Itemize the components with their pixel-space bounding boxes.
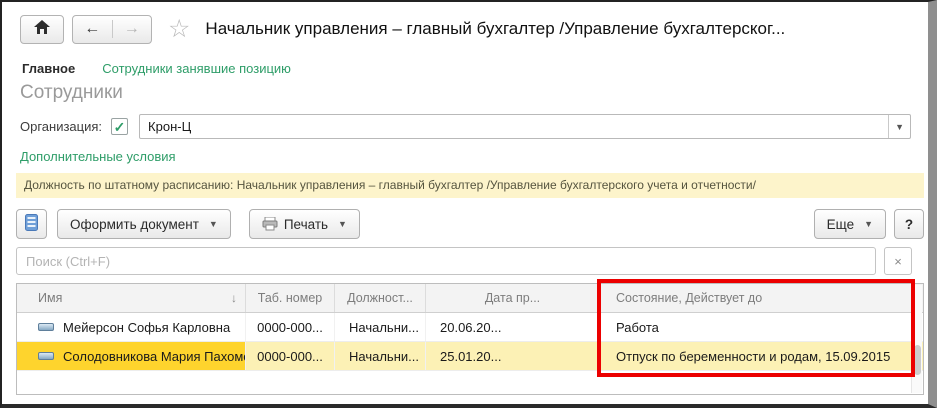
- column-header-name-label: Имя: [38, 291, 63, 305]
- position-value: Начальни...: [349, 319, 419, 335]
- chevron-down-icon: ▼: [208, 219, 218, 229]
- date-value: 25.01.20...: [440, 348, 502, 364]
- tab-number-value: 0000-000...: [257, 319, 323, 335]
- table-row[interactable]: Мейерсон Софья Карловна 0000-000... Нача…: [17, 313, 923, 342]
- home-icon: [34, 19, 50, 39]
- employees-table: Имя ↓ Таб. номер Должност... Дата пр... …: [16, 283, 924, 395]
- cell-date[interactable]: 20.06.20...: [426, 313, 600, 341]
- column-header-tab-label: Таб. номер: [257, 291, 323, 305]
- organization-field: ▼: [139, 114, 912, 139]
- history-nav-group: ← →: [72, 14, 152, 44]
- organization-checkbox[interactable]: ✓: [111, 118, 129, 135]
- list-icon: [25, 214, 38, 234]
- window-toolbar: ← → ☆ Начальник управления – главный бух…: [20, 12, 920, 46]
- chevron-down-icon: ▼: [864, 219, 873, 229]
- column-header-state[interactable]: Состояние, Действует до: [600, 284, 923, 312]
- more-button[interactable]: Еще ▼: [813, 209, 886, 239]
- organization-label: Организация:: [20, 119, 103, 134]
- cell-name[interactable]: Солодовникова Мария Пахомовна: [17, 342, 246, 370]
- state-value: Отпуск по беременности и родам, 15.09.20…: [616, 348, 891, 364]
- create-document-label: Оформить документ: [70, 216, 199, 232]
- column-header-date-label: Дата пр...: [484, 291, 541, 305]
- column-header-state-label: Состояние, Действует до: [616, 291, 763, 305]
- scrollbar-thumb[interactable]: [914, 345, 921, 375]
- close-icon: ×: [894, 253, 902, 269]
- search-row: ×: [16, 247, 912, 275]
- back-button[interactable]: ←: [73, 20, 113, 38]
- breadcrumb: Главное Сотрудники занявшие позицию: [22, 61, 291, 76]
- additional-conditions-link[interactable]: Дополнительные условия: [20, 149, 176, 164]
- search-input[interactable]: [16, 247, 876, 275]
- organization-dropdown-button[interactable]: ▼: [888, 115, 910, 138]
- help-label: ?: [904, 216, 914, 232]
- cell-tab-number[interactable]: 0000-000...: [246, 342, 335, 370]
- print-label: Печать: [283, 216, 329, 232]
- create-document-button[interactable]: Оформить документ ▼: [57, 209, 231, 239]
- sort-descending-icon: ↓: [231, 291, 237, 305]
- state-value: Работа: [616, 319, 659, 335]
- checkbox-check-icon: ✓: [113, 118, 126, 135]
- column-header-position[interactable]: Должност...: [335, 284, 426, 312]
- forward-icon: →: [123, 20, 140, 37]
- chevron-down-icon: ▼: [338, 219, 347, 229]
- printer-icon: [262, 217, 278, 231]
- employee-name: Солодовникова Мария Пахомовна: [63, 348, 245, 364]
- employee-name: Мейерсон Софья Карловна: [63, 319, 231, 335]
- column-header-name[interactable]: Имя ↓: [17, 284, 246, 312]
- favorites-star-icon[interactable]: ☆: [168, 14, 191, 43]
- table-header-row: Имя ↓ Таб. номер Должност... Дата пр... …: [17, 284, 923, 313]
- cell-position[interactable]: Начальни...: [335, 313, 426, 341]
- cell-name[interactable]: Мейерсон Софья Карловна: [17, 313, 246, 341]
- print-button[interactable]: Печать ▼: [248, 209, 360, 239]
- vertical-scrollbar[interactable]: [911, 285, 922, 393]
- cell-position[interactable]: Начальни...: [335, 342, 426, 370]
- back-icon: ←: [84, 20, 101, 37]
- help-button[interactable]: ?: [894, 209, 924, 239]
- position-filter-banner: Должность по штатному расписанию: Началь…: [16, 173, 924, 198]
- cell-state[interactable]: Работа: [600, 313, 923, 341]
- list-view-button[interactable]: [16, 209, 47, 239]
- window-title: Начальник управления – главный бухгалтер…: [205, 19, 786, 38]
- page-title: Сотрудники: [20, 82, 123, 103]
- organization-filter-row: Организация: ✓ ▼: [20, 114, 912, 139]
- more-label: Еще: [826, 216, 855, 232]
- home-button[interactable]: [20, 14, 64, 44]
- table-row-selected[interactable]: Солодовникова Мария Пахомовна 0000-000..…: [17, 342, 923, 371]
- list-item-icon: [38, 323, 54, 331]
- date-value: 20.06.20...: [440, 319, 502, 335]
- breadcrumb-main[interactable]: Главное: [22, 61, 76, 76]
- forward-button[interactable]: →: [113, 20, 152, 38]
- cell-date[interactable]: 25.01.20...: [426, 342, 600, 370]
- column-header-tab-number[interactable]: Таб. номер: [246, 284, 335, 312]
- chevron-down-icon: ▼: [895, 121, 904, 132]
- cell-tab-number[interactable]: 0000-000...: [246, 313, 335, 341]
- position-value: Начальни...: [349, 348, 419, 364]
- breadcrumb-link-employees[interactable]: Сотрудники занявшие позицию: [102, 61, 291, 76]
- organization-input[interactable]: [140, 115, 889, 138]
- column-header-position-label: Должност...: [347, 291, 413, 305]
- search-clear-button[interactable]: ×: [884, 247, 912, 275]
- list-item-icon: [38, 352, 54, 360]
- column-header-date[interactable]: Дата пр...: [426, 284, 600, 312]
- tab-number-value: 0000-000...: [257, 348, 323, 364]
- cell-state[interactable]: Отпуск по беременности и родам, 15.09.20…: [600, 342, 923, 370]
- list-command-bar: Оформить документ ▼ Печать ▼ Еще ▼ ?: [16, 208, 924, 240]
